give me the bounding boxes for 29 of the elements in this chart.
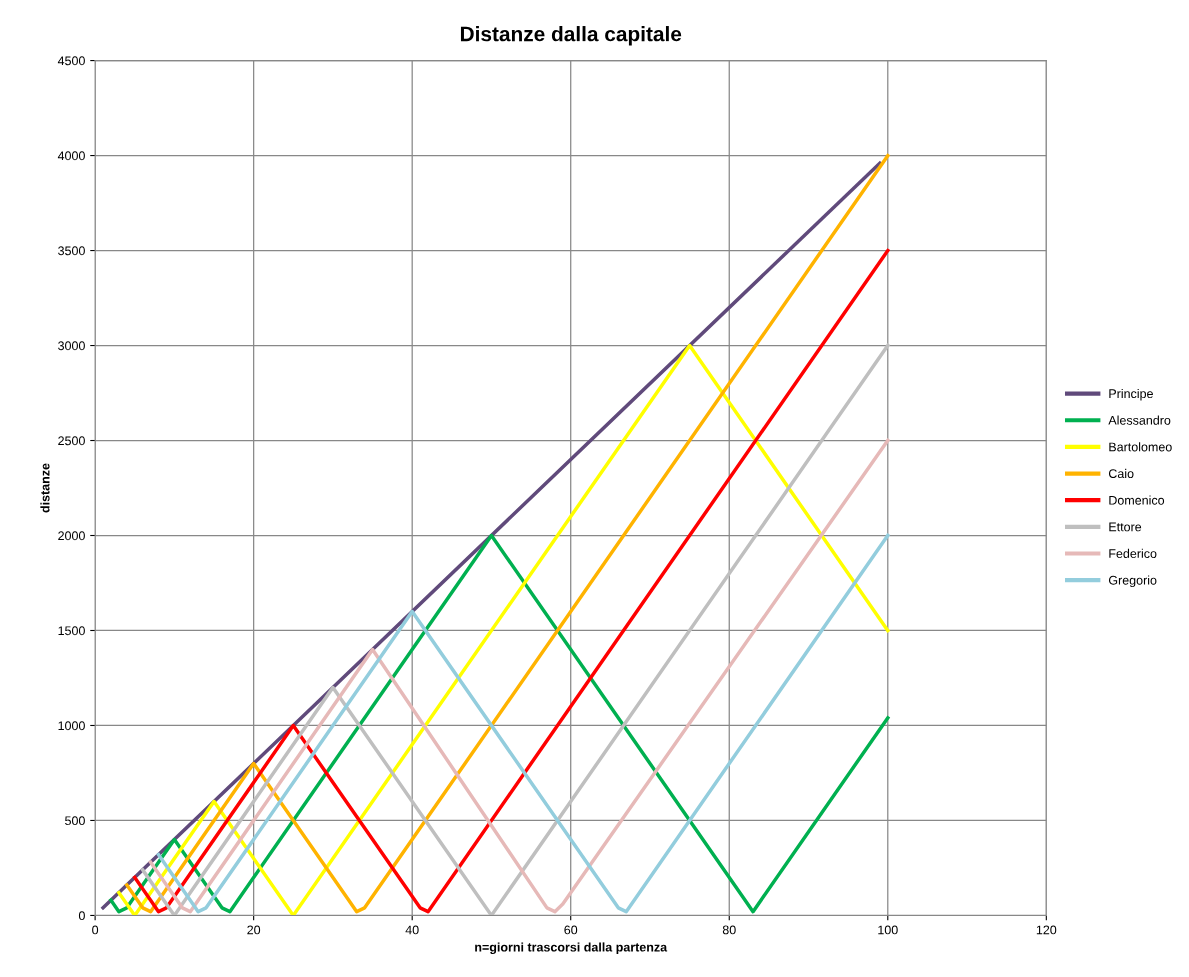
x-tick-label: 60 <box>564 925 578 935</box>
x-tick-label: 80 <box>722 925 736 935</box>
x-tick-label: 0 <box>92 925 99 935</box>
y-tick-label: 500 <box>65 816 85 826</box>
y-tick-label: 4000 <box>57 151 85 161</box>
y-axis-title: distanze <box>40 463 50 513</box>
legend-label: Federico <box>1109 548 1157 558</box>
legend-label: Gregorio <box>1108 575 1157 588</box>
x-tick-label: 120 <box>1036 925 1057 935</box>
legend-label: Domenico <box>1109 495 1165 505</box>
y-tick-label: 2500 <box>58 436 85 446</box>
x-tick-label: 100 <box>878 925 898 935</box>
y-tick-label: 2000 <box>58 531 85 541</box>
legend-label: Alessandro <box>1108 415 1171 425</box>
line-series <box>148 438 890 914</box>
legend-label: Caio <box>1108 468 1134 479</box>
y-tick-label: 1500 <box>58 626 85 636</box>
y-tick-label: 1000 <box>58 721 85 731</box>
chart-title: Distanze dalla capitale <box>460 26 682 46</box>
legend-label: Ettore <box>1109 522 1142 532</box>
x-tick-label: 20 <box>247 925 261 935</box>
y-tick-label: 4500 <box>57 56 85 66</box>
y-tick-label: 3000 <box>58 341 85 351</box>
y-tick-label: 0 <box>78 911 85 921</box>
x-tick-label: 40 <box>405 925 419 935</box>
y-tick-label: 3500 <box>58 246 85 256</box>
x-axis-title: n=giorni trascorsi dalla partenza <box>475 942 668 955</box>
legend-label: Bartolomeo <box>1109 442 1172 452</box>
legend-label: Principe <box>1109 388 1153 401</box>
